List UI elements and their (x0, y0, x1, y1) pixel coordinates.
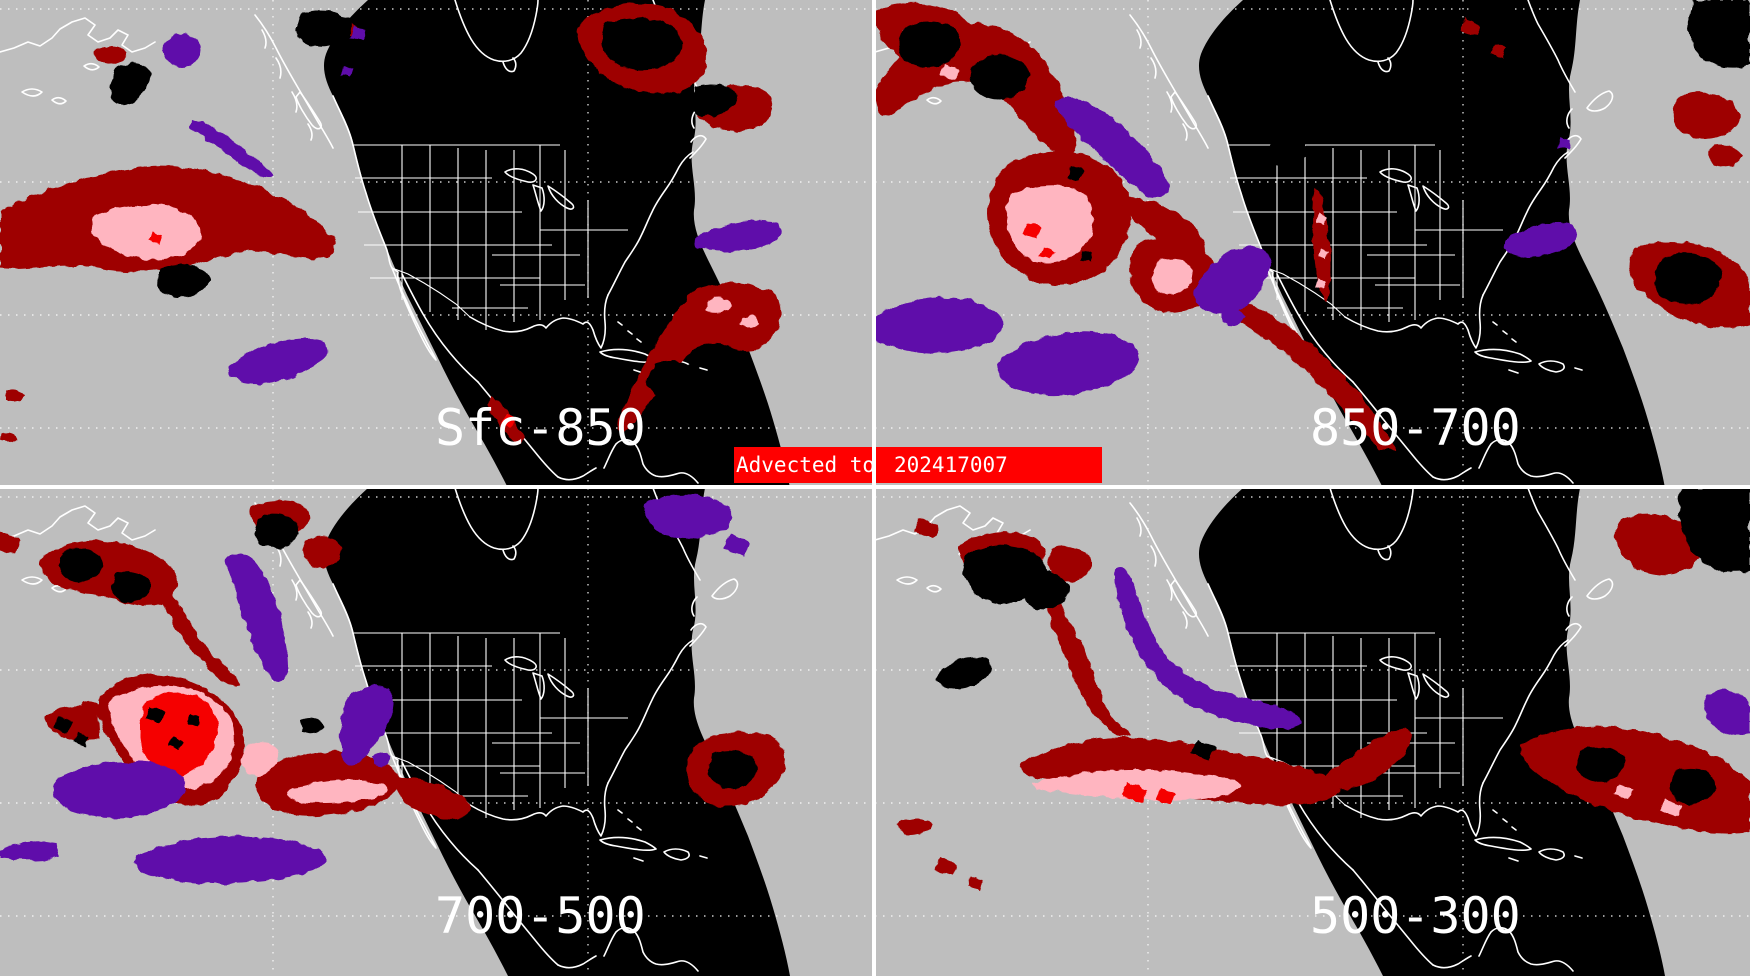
panel-label-700-500: 700-500 (435, 887, 646, 945)
panel-700-500: 700-500 (0, 488, 875, 976)
data-blobs-850-700 (875, 0, 1750, 450)
banner-timestamp: 202417007 (894, 453, 1008, 477)
advected-timestamp-banner: Advected to 202417007 (734, 447, 1102, 483)
map-sfc-850 (0, 0, 875, 488)
panel-label-500-300: 500-300 (1310, 887, 1521, 945)
data-blobs-700-500 (0, 494, 785, 884)
panel-label-850-700: 850-700 (1310, 399, 1521, 457)
data-blobs-500-300 (897, 488, 1750, 890)
panel-850-700: 850-700 (875, 0, 1750, 488)
map-500-300 (875, 488, 1750, 976)
panel-label-sfc-850: Sfc-850 (435, 399, 646, 457)
map-850-700 (875, 0, 1750, 488)
data-blobs-sfc-850 (0, 4, 783, 444)
panel-500-300: 500-300 (875, 488, 1750, 976)
quadrant-divider-horizontal (0, 485, 1750, 489)
banner-advected-to-label: Advected to (736, 453, 876, 477)
panel-sfc-850: Sfc-850 (0, 0, 875, 488)
map-700-500 (0, 488, 875, 976)
